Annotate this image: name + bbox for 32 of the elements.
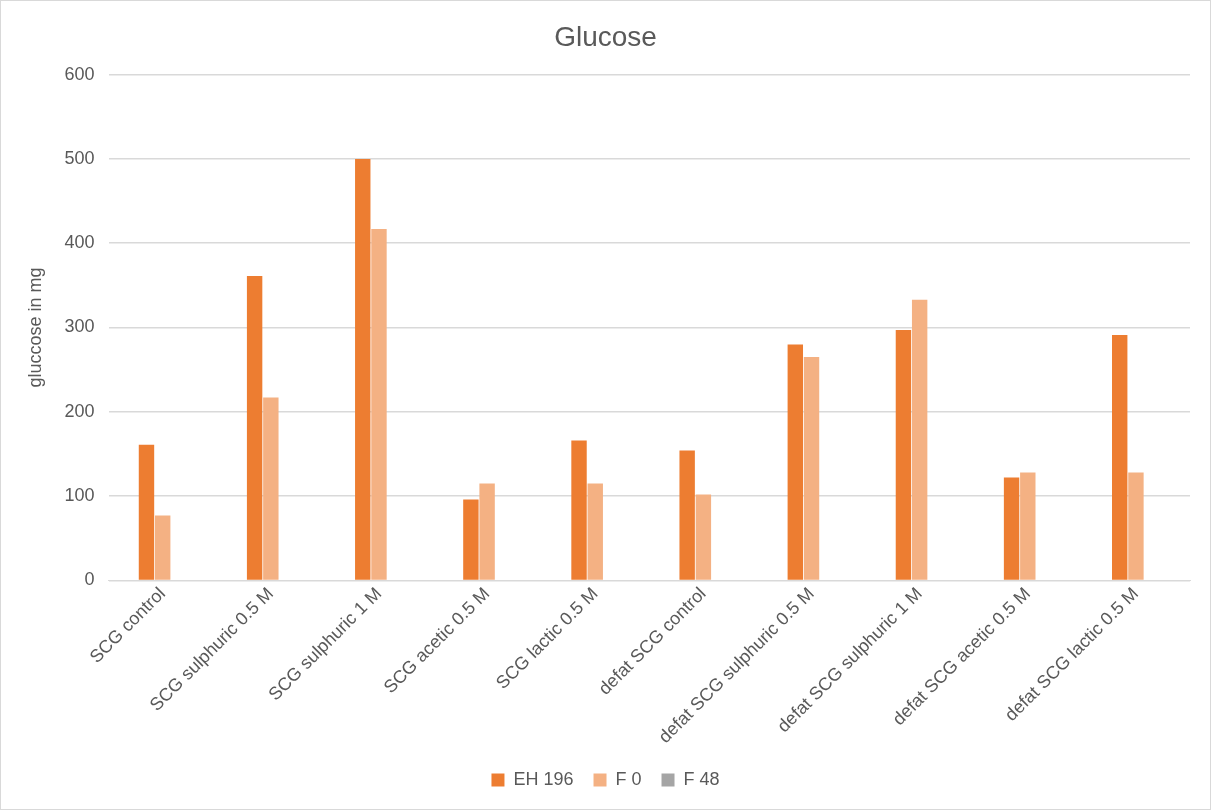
bar [138,444,155,580]
bar [371,228,387,580]
bar [587,483,603,580]
bar [463,499,479,580]
legend-label: F 48 [683,768,720,789]
bar [911,299,928,580]
y-tick-label: 300 [64,316,95,337]
bar [679,450,695,580]
bar [1003,477,1020,580]
chart-title: Glucose [554,20,657,52]
bar [787,344,804,580]
legend-label: EH 196 [513,768,574,789]
bar [695,494,712,580]
bar [246,276,263,580]
y-tick-label: 200 [64,400,95,421]
y-tick-label: 500 [64,147,95,168]
bar [263,397,279,580]
bar [355,158,371,580]
bar [1020,472,1036,580]
y-tick-label: 0 [84,569,95,590]
bar [1112,335,1128,580]
y-tick-label: 100 [64,485,95,506]
legend-label: F 0 [615,768,642,789]
y-tick-label: 400 [64,232,95,253]
bar [479,483,495,580]
bar [803,357,820,580]
bar [571,440,587,580]
y-axis-title: gluccose in mg [24,267,45,388]
bar [1128,472,1144,580]
bar [895,330,912,580]
bar [155,515,171,580]
y-tick-label: 600 [64,63,95,84]
